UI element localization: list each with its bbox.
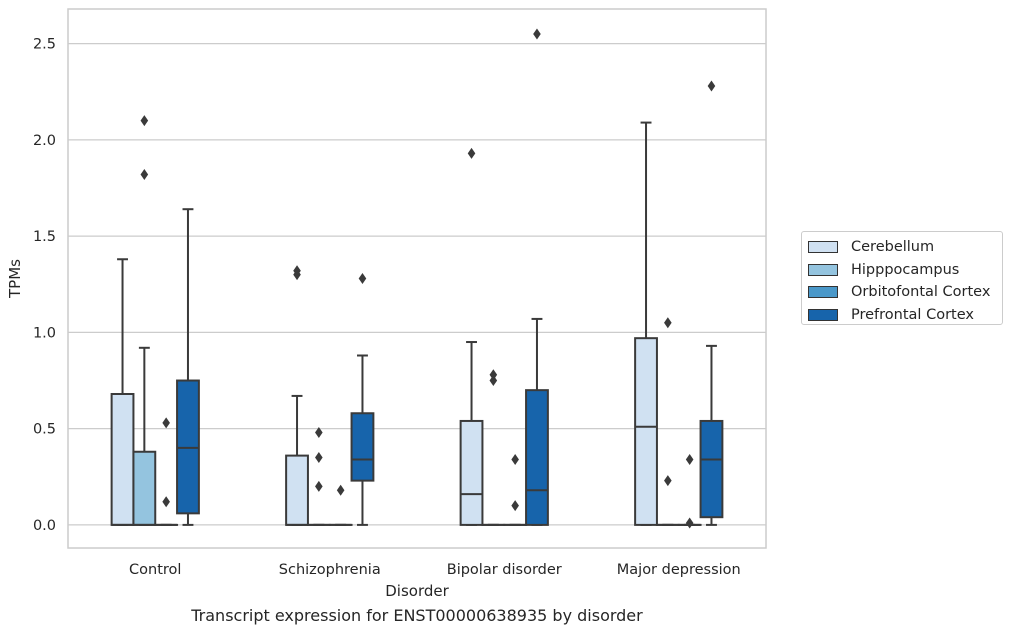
outlier-point — [511, 500, 519, 512]
box-orbitofontal-cortex — [677, 453, 702, 529]
outlier-point — [685, 517, 694, 529]
grid-lines — [68, 43, 766, 526]
box-iqr — [634, 337, 658, 526]
outlier-point — [533, 28, 541, 40]
legend-item: Cerebellum — [808, 236, 1002, 259]
legend-label: Hipppocampus — [851, 261, 960, 278]
box-iqr — [350, 412, 375, 482]
legend: Cerebellum Hipppocampus Orbitofontal Corte… — [801, 231, 1003, 325]
y-tick-label: 1.0 — [33, 325, 56, 341]
box-iqr — [525, 389, 549, 526]
box-prefrontal-cortex — [525, 28, 549, 526]
outlier-point — [162, 496, 170, 508]
box-prefrontal-cortex — [350, 273, 375, 526]
outlier-point — [336, 484, 345, 496]
x-tick-labels: Control Schizophrenia Bipolar disorder Majo… — [129, 562, 741, 578]
y-tick-labels: 0.0 0.5 1.0 1.5 2.0 2.5 — [33, 37, 56, 534]
x-axis-title: Disorder — [385, 582, 449, 600]
outlier-point — [293, 265, 301, 277]
box-hipppocampus — [481, 369, 506, 526]
outlier-point — [140, 169, 149, 181]
box-cerebellum — [285, 265, 309, 526]
outlier-point — [358, 273, 367, 284]
legend-label: Orbitofontal Cortex — [851, 284, 991, 301]
legend-item: Prefrontal Cortex — [808, 304, 1002, 327]
box-hipppocampus — [132, 115, 157, 526]
box-cerebellum — [110, 258, 135, 526]
outlier-point — [467, 147, 476, 159]
y-axis-title: TPMs — [6, 259, 24, 299]
box-hipppocampus — [306, 427, 331, 526]
outlier-point — [315, 480, 323, 492]
box-plot-marks — [110, 28, 724, 529]
legend-swatch — [808, 286, 838, 299]
y-tick-label: 0.5 — [33, 422, 56, 438]
box-iqr — [459, 419, 484, 526]
y-tick-label: 1.5 — [33, 229, 56, 245]
box-iqr — [132, 450, 157, 526]
box-hipppocampus — [655, 317, 680, 526]
legend-swatch — [808, 263, 838, 276]
outlier-point — [511, 453, 519, 465]
box-prefrontal-cortex — [176, 208, 200, 526]
box-iqr — [699, 419, 724, 519]
legend-item: Orbitofontal Cortex — [808, 281, 1002, 304]
box-cerebellum — [459, 147, 484, 526]
box-iqr — [285, 454, 309, 526]
box-orbitofontal-cortex — [154, 417, 179, 526]
box-orbitofontal-cortex — [328, 484, 353, 526]
y-tick-label: 2.5 — [33, 37, 56, 53]
x-tick-label: Schizophrenia — [279, 562, 381, 578]
box-iqr — [110, 393, 135, 526]
plot-frame — [67, 8, 767, 549]
legend-label: Cerebellum — [851, 239, 935, 256]
outlier-point — [315, 427, 323, 438]
outlier-point — [162, 417, 170, 429]
box-orbitofontal-cortex — [503, 453, 528, 526]
x-tick-label: Bipolar disorder — [447, 562, 562, 578]
figure-caption: Transcript expression for ENST0000063893… — [191, 606, 643, 625]
outlier-point — [685, 453, 694, 465]
box-cerebellum — [634, 121, 658, 526]
outlier-point — [664, 475, 672, 487]
outlier-point — [707, 80, 716, 92]
outlier-point — [489, 375, 498, 387]
y-tick-label: 2.0 — [33, 133, 56, 149]
x-tick-label: Control — [129, 562, 181, 578]
box-prefrontal-cortex — [699, 80, 724, 526]
outlier-point — [315, 452, 323, 464]
outlier-point — [140, 115, 149, 127]
y-tick-label: 0.0 — [33, 518, 56, 534]
outlier-point — [489, 369, 498, 381]
legend-swatch — [808, 241, 838, 254]
legend-item: Hipppocampus — [808, 259, 1002, 282]
x-tick-label: Major depression — [617, 562, 741, 578]
legend-swatch — [808, 308, 838, 321]
legend-label: Prefrontal Cortex — [851, 306, 974, 323]
outlier-point — [664, 317, 672, 329]
